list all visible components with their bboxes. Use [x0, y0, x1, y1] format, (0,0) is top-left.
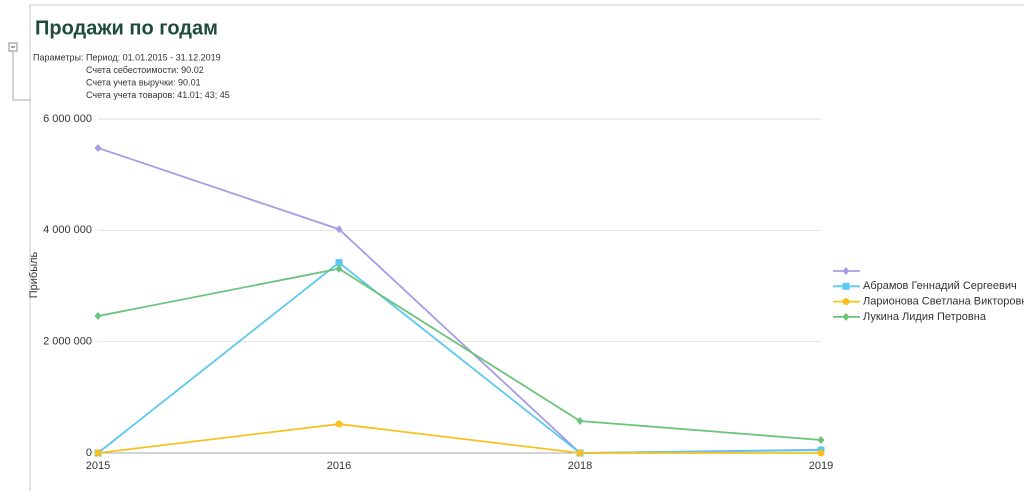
y-tick-label: 0 [86, 447, 92, 459]
series-line [97, 147, 822, 454]
marker [576, 416, 584, 425]
marker [576, 449, 584, 457]
marker [842, 267, 850, 275]
series-line [97, 261, 822, 454]
marker [817, 435, 825, 444]
report-title: Продажи по годам [35, 17, 218, 39]
legend-label: Ларионова Светлана Викторовна [863, 296, 1024, 308]
legend-label: Лукина Лидия Петровна [863, 311, 987, 323]
series-line [97, 267, 822, 441]
parameter: Счета себестоимости: 90.02 [86, 65, 204, 75]
marker [94, 449, 102, 457]
marker [335, 225, 343, 234]
x-tick-label: 2019 [809, 460, 833, 472]
parameter: Счета учета товаров: 41.01; 43; 45 [86, 90, 230, 100]
legend-label: Абрамов Геннадий Сергеевич [863, 280, 1017, 292]
marker [842, 298, 850, 306]
x-tick-label: 2018 [568, 460, 592, 472]
y-tick-label: 4 000 000 [43, 224, 92, 236]
y-tick-label: 2 000 000 [43, 336, 92, 348]
parameter: Период: 01.01.2015 - 31.12.2019 [86, 52, 221, 62]
marker [335, 420, 343, 428]
y-axis-label: Прибыль [28, 251, 40, 298]
marker [94, 312, 102, 321]
series-line [97, 423, 821, 454]
marker [842, 282, 850, 290]
marker [335, 259, 343, 267]
y-tick-label: 6 000 000 [43, 113, 92, 125]
marker [335, 264, 343, 273]
parameters-label: Параметры: [33, 52, 83, 62]
parameter: Счета учета выручки: 90.01 [86, 77, 201, 87]
x-tick-label: 2016 [327, 460, 351, 472]
marker [842, 312, 850, 321]
x-tick-label: 2015 [86, 460, 110, 472]
marker [817, 449, 825, 457]
marker [94, 143, 102, 152]
